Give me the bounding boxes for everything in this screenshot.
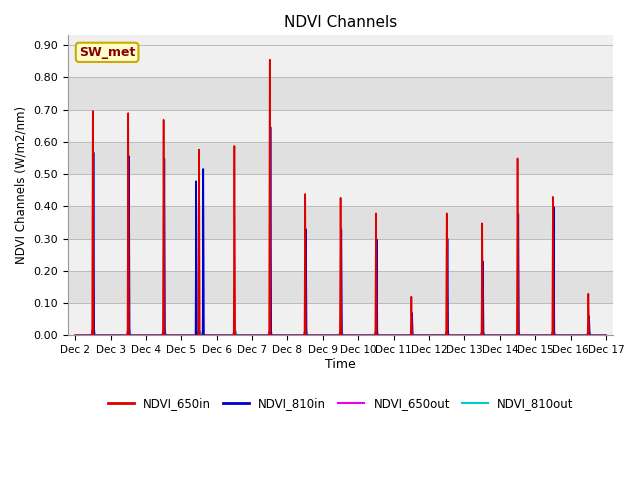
Bar	[68, 271, 613, 303]
Bar	[68, 174, 613, 206]
Legend: NDVI_650in, NDVI_810in, NDVI_650out, NDVI_810out: NDVI_650in, NDVI_810in, NDVI_650out, NDV…	[103, 392, 579, 415]
X-axis label: Time: Time	[325, 358, 356, 371]
Text: SW_met: SW_met	[79, 46, 135, 59]
Bar	[68, 45, 613, 77]
Title: NDVI Channels: NDVI Channels	[284, 15, 397, 30]
Bar	[68, 142, 613, 174]
Bar	[68, 36, 613, 45]
Bar	[68, 109, 613, 142]
Y-axis label: NDVI Channels (W/m2/nm): NDVI Channels (W/m2/nm)	[15, 106, 28, 264]
Bar	[68, 303, 613, 336]
Bar	[68, 77, 613, 109]
Bar	[68, 239, 613, 271]
Bar	[68, 206, 613, 239]
